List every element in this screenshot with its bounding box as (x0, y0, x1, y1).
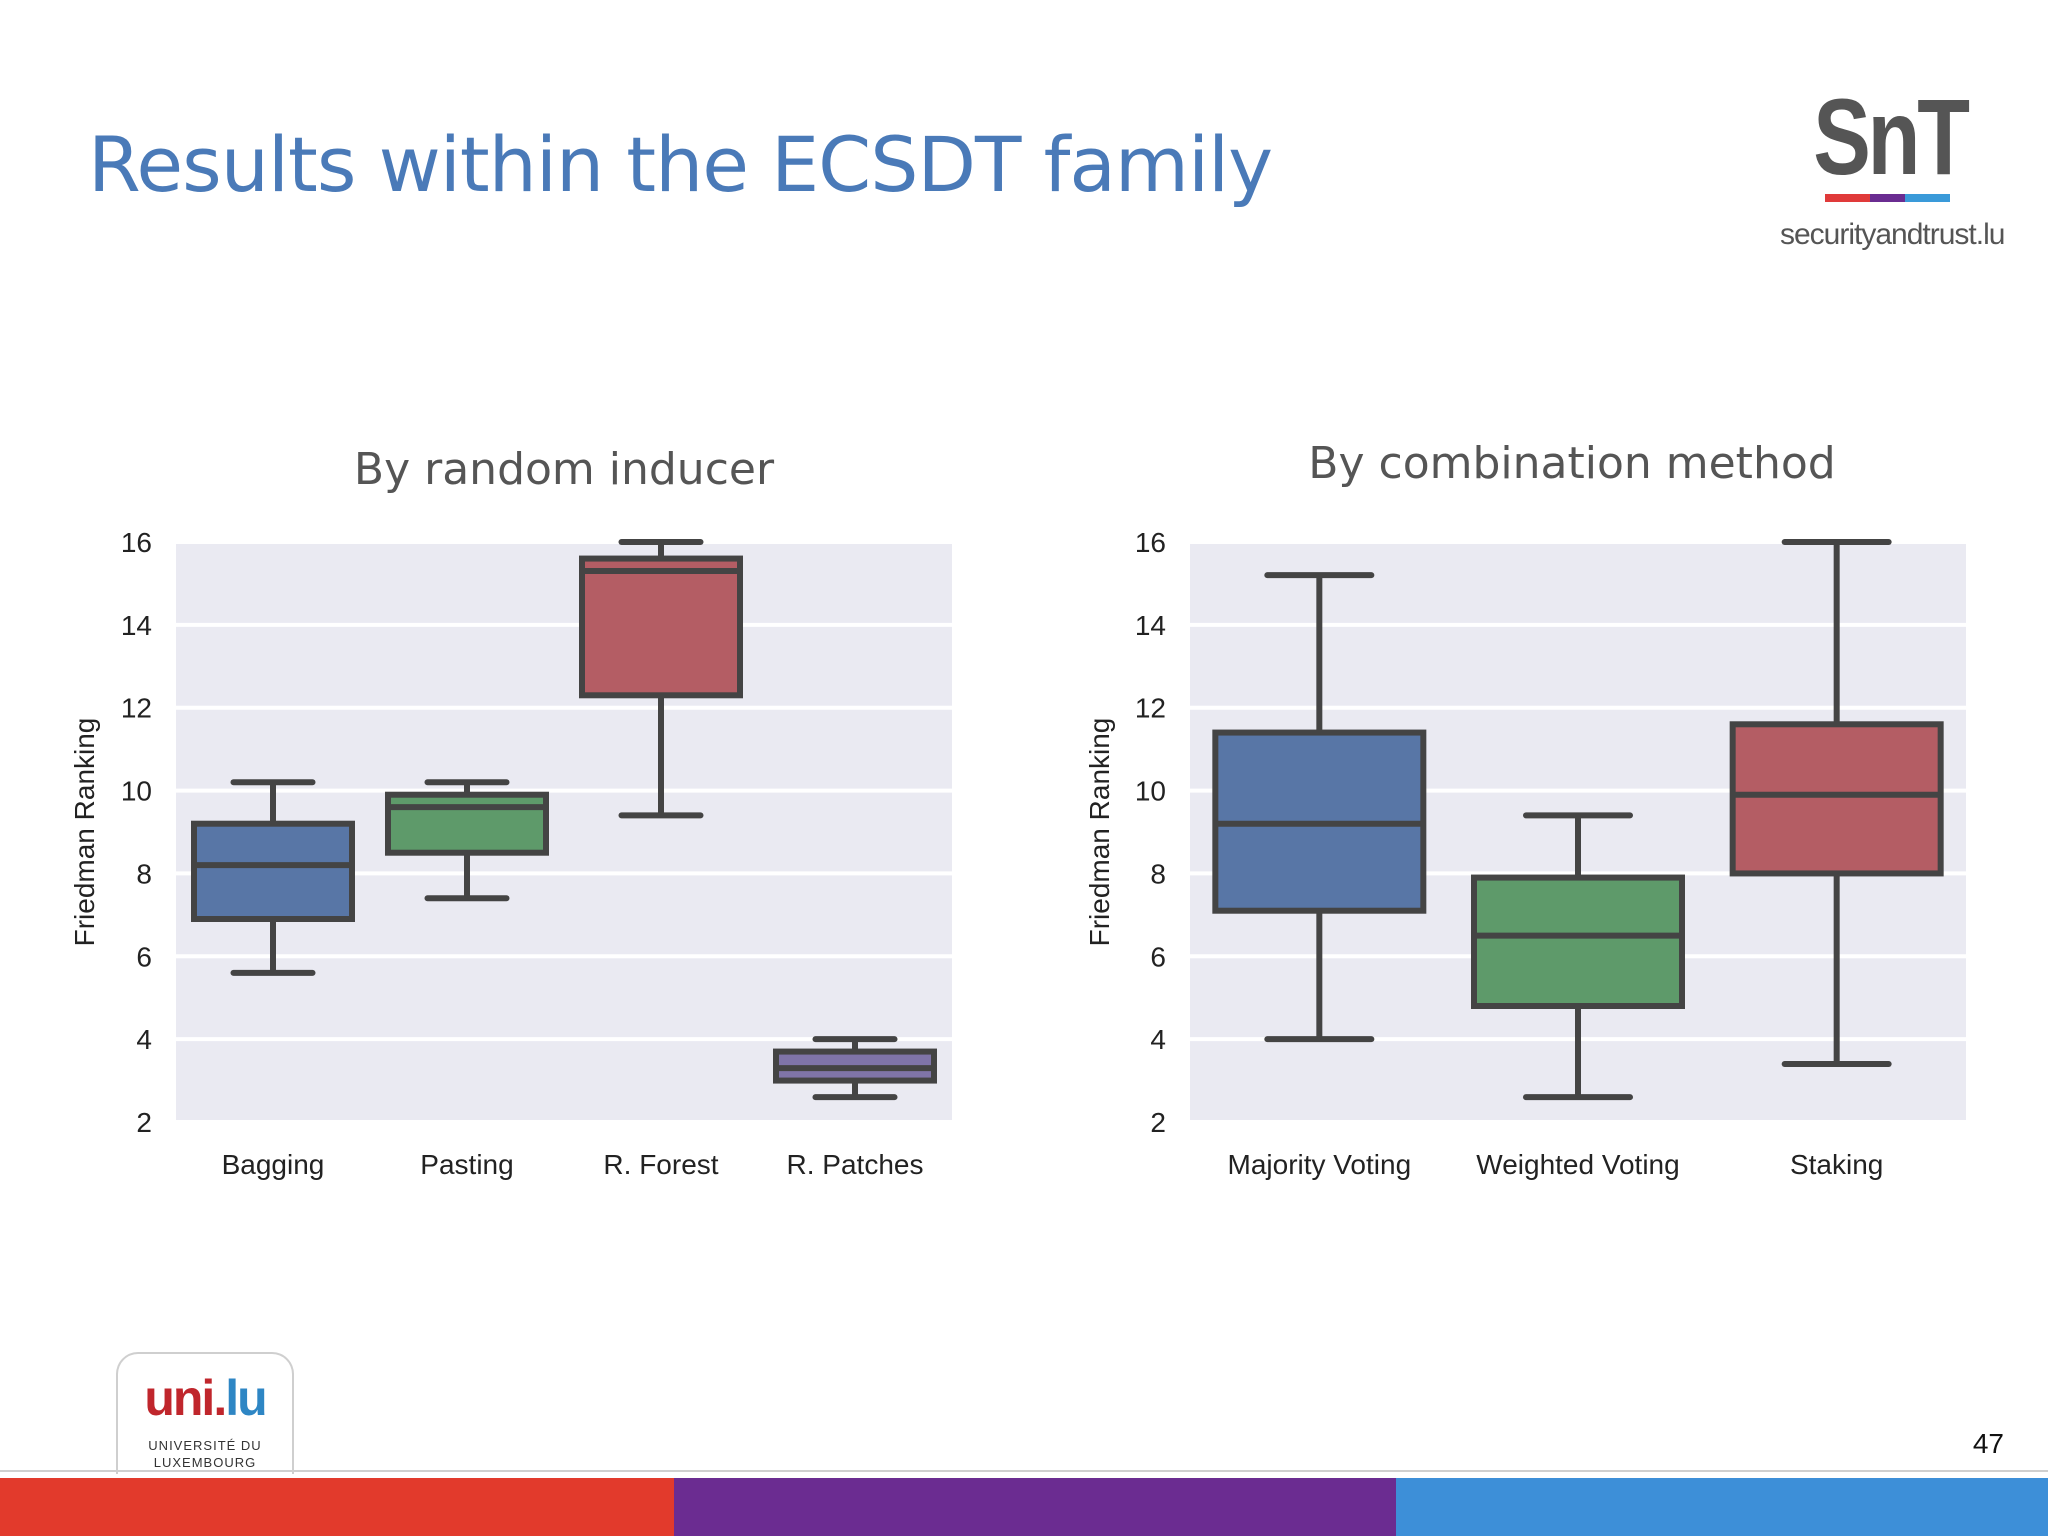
snt-logo-bar-red (1825, 194, 1870, 202)
y-tick-label: 12 (121, 693, 152, 724)
x-tick-label: Staking (1790, 1149, 1883, 1180)
snt-logo-bar-blue (1905, 194, 1950, 202)
y-tick-label: 2 (1150, 1107, 1166, 1138)
y-tick-label: 6 (136, 941, 152, 972)
box-majority-voting (1212, 572, 1427, 1043)
y-tick-label: 12 (1135, 693, 1166, 724)
y-tick-label: 16 (121, 527, 152, 558)
footer-rule (0, 1470, 2048, 1472)
x-tick-label: Pasting (420, 1149, 513, 1180)
chart-by-random-inducer: 2 4 6 8 10 12 14 16 By random inducer Friedman Ra… (69, 444, 952, 1180)
x-tick-label: R. Patches (787, 1149, 924, 1180)
footer-band-red (0, 1478, 674, 1536)
footer-band-blue (1396, 1478, 2048, 1536)
x-tick-label: R. Forest (603, 1149, 718, 1180)
y-tick-label: 14 (121, 610, 152, 641)
box-pasting (385, 779, 549, 902)
box-iqr (579, 555, 743, 699)
y-tick-label: 6 (1150, 941, 1166, 972)
chart-by-combination-method: 2 4 6 8 10 12 14 16 By combination method Friedma… (1084, 438, 1966, 1180)
chart-title: By combination method (1308, 438, 1835, 489)
box-r-patches (773, 1036, 937, 1101)
y-tick-label: 10 (1135, 776, 1166, 807)
university-logo-mark: uni.lu (144, 1370, 267, 1426)
y-tick-label: 10 (121, 776, 152, 807)
y-tick-label: 4 (136, 1024, 152, 1055)
box-iqr (1729, 721, 1944, 877)
y-tick-label: 8 (1150, 858, 1166, 889)
x-tick-label: Weighted Voting (1476, 1149, 1679, 1180)
y-tick-label: 16 (1135, 527, 1166, 558)
box-bagging (191, 779, 355, 976)
x-tick-label: Majority Voting (1228, 1149, 1412, 1180)
university-logo-line1: UNIVERSITÉ DU (148, 1438, 262, 1453)
y-tick-label: 8 (136, 858, 152, 889)
snt-logo-bar-purple (1870, 194, 1905, 202)
box-r-forest (579, 539, 743, 819)
y-tick-label: 2 (136, 1107, 152, 1138)
box-weighted-voting (1471, 812, 1685, 1101)
box-iqr (1471, 874, 1685, 1009)
footer-band-purple (674, 1478, 1396, 1536)
university-logo-line2: LUXEMBOURG (153, 1455, 257, 1470)
chart-title: By random inducer (354, 444, 775, 495)
y-axis-label: Friedman Ranking (69, 718, 100, 947)
y-axis-label: Friedman Ranking (1084, 718, 1115, 947)
box-staking (1729, 539, 1944, 1067)
y-tick-label: 4 (1150, 1024, 1166, 1055)
page-number: 47 (1972, 1428, 2004, 1459)
snt-logo-letters: SnT (1813, 76, 1970, 197)
snt-logo-domain: securityandtrust.lu (1780, 218, 2005, 251)
university-logo: uni.lu UNIVERSITÉ DU LUXEMBOURG (116, 1352, 294, 1474)
snt-logo: SnT securityandtrust.lu (1780, 76, 2005, 252)
slide-title: Results within the ECSDT family (88, 120, 1273, 209)
x-tick-label: Bagging (222, 1149, 325, 1180)
y-tick-label: 14 (1135, 610, 1166, 641)
box-iqr (191, 820, 355, 923)
